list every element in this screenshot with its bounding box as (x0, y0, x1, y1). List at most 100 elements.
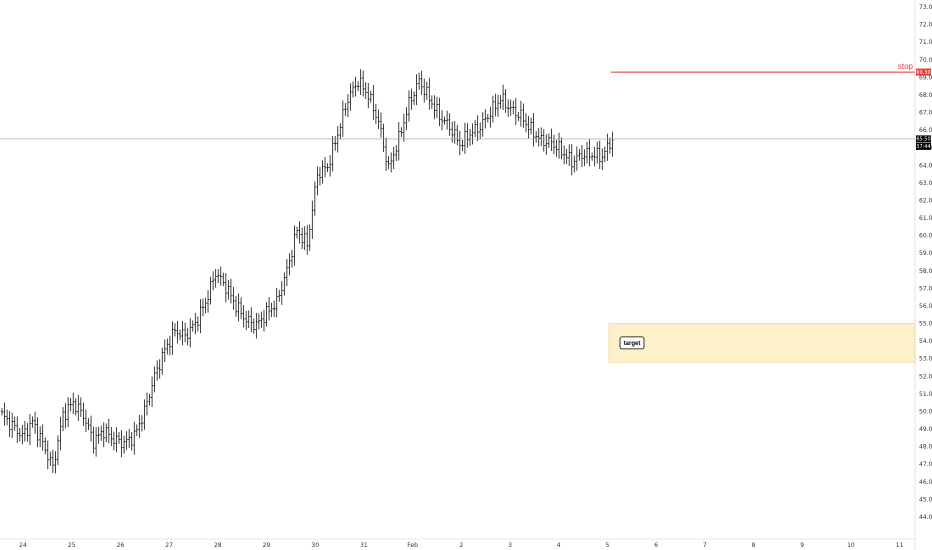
ohlc-bar (155, 360, 159, 381)
ohlc-bar (392, 146, 395, 170)
ohlc-bar (590, 152, 594, 161)
ohlc-bar (321, 160, 324, 184)
ohlc-bar (41, 424, 44, 451)
stop-label: stop (898, 62, 914, 71)
y-tick-label: 55.00 (919, 321, 932, 328)
x-tick-label: 27 (165, 542, 173, 549)
x-tick-label: 26 (117, 542, 125, 549)
x-tick-label: Feb (407, 542, 418, 549)
ohlc-bar (13, 416, 16, 431)
last-price-tag-bg (916, 135, 931, 143)
x-tick-label: 28 (214, 542, 222, 549)
y-tick-label: 70.00 (919, 57, 932, 64)
ohlc-bar (267, 297, 271, 321)
ohlc-bar (0, 408, 4, 416)
ohlc-bar (56, 435, 60, 466)
ohlc-bar (176, 320, 179, 344)
ohlc-bar (484, 109, 487, 129)
ohlc-bar (89, 415, 93, 442)
x-tick-label: 11 (896, 542, 904, 549)
ohlc-bar (189, 318, 192, 348)
ohlc-bar (148, 393, 151, 406)
ohlc-bar (397, 122, 400, 161)
ohlc-bar (339, 123, 342, 140)
ohlc-bar (262, 309, 266, 332)
ohlc-bar (239, 297, 243, 320)
ohlc-bar (522, 103, 525, 128)
ohlc-bar (311, 200, 314, 239)
ohlc-bar (514, 98, 518, 126)
ohlc-bar (278, 289, 281, 302)
ohlc-bar (26, 422, 29, 442)
ohlc-bar (250, 307, 253, 333)
target-zone-box (608, 323, 916, 363)
ohlc-bar (529, 117, 533, 135)
ohlc-bar (359, 69, 362, 96)
ohlc-bar (107, 418, 111, 444)
ohlc-bar (517, 112, 520, 122)
ohlc-bar (344, 102, 347, 116)
target-label: target (624, 341, 641, 347)
ohlc-bar (82, 402, 85, 426)
ohlc-bar (283, 272, 286, 296)
ohlc-bar (499, 95, 502, 109)
y-tick-label: 72.00 (919, 22, 932, 29)
ohlc-bar (341, 100, 345, 138)
ohlc-bar (173, 323, 177, 337)
ohlc-bar (336, 126, 339, 153)
ohlc-bar (448, 113, 451, 136)
ohlc-bar (534, 131, 538, 143)
ohlc-bar (456, 124, 459, 146)
ohlc-bar (54, 451, 57, 474)
ohlc-bar (417, 72, 421, 90)
x-tick-label: 31 (360, 542, 368, 549)
ohlc-bar (87, 418, 90, 431)
ohlc-bar (120, 430, 123, 458)
ohlc-bar (595, 141, 599, 164)
x-tick-label: 10 (847, 542, 855, 549)
ohlc-bar (471, 123, 474, 145)
ohlc-bar (486, 113, 490, 123)
ohlc-bar (163, 339, 166, 362)
ohlc-bar (125, 431, 128, 450)
ohlc-bar (425, 81, 428, 100)
y-tick-label: 50.00 (919, 408, 932, 415)
ohlc-bar (28, 413, 32, 446)
y-tick-label: 73.00 (919, 4, 932, 11)
ohlc-bar (166, 338, 169, 355)
ohlc-bar (204, 297, 207, 314)
ohlc-bar (512, 100, 515, 115)
ohlc-bar (318, 166, 322, 186)
ohlc-bar (79, 397, 83, 417)
ohlc-bar (196, 316, 200, 332)
ohlc-bar (222, 272, 225, 287)
ohlc-bar (328, 155, 332, 177)
ohlc-bar (130, 432, 133, 451)
ohlc-bar (77, 394, 80, 422)
y-tick-label: 44.00 (919, 514, 932, 521)
ohlc-bar (568, 144, 571, 166)
stop-tag-bg (916, 68, 931, 76)
ohlc-bar (433, 95, 436, 120)
ohlc-bar (33, 411, 37, 434)
ohlc-bar (161, 347, 164, 375)
ohlc-bar (583, 149, 586, 167)
y-tick-label: 54.00 (919, 338, 932, 345)
ohlc-bar (117, 431, 121, 444)
ohlc-bar (598, 140, 601, 170)
x-tick-label: 29 (263, 542, 271, 549)
ohlc-bar (105, 423, 108, 443)
ohlc-bar (260, 311, 263, 328)
ohlc-bar (405, 107, 408, 131)
ohlc-bar (8, 410, 11, 438)
ohlc-bar (547, 133, 551, 148)
target-zone: target (608, 323, 916, 363)
ohlc-bar (578, 148, 581, 161)
y-tick-label: 66.00 (919, 127, 932, 134)
ohlc-bar (150, 376, 154, 407)
x-tick-label: 2 (459, 542, 463, 549)
ohlc-bar (410, 88, 413, 110)
ohlc-bar (377, 109, 380, 129)
ohlc-bar (466, 123, 469, 148)
